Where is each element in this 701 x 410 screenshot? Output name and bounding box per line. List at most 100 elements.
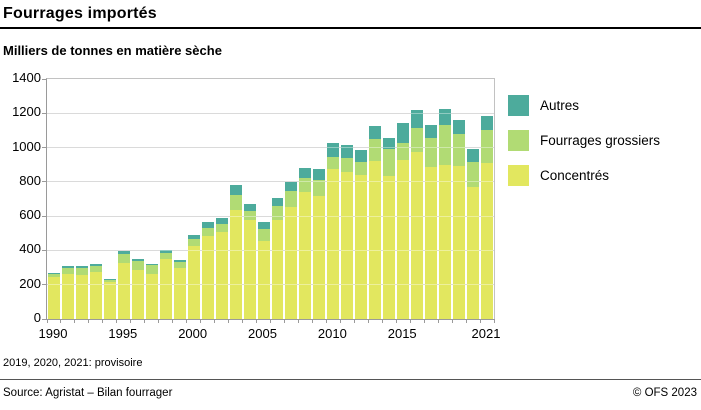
bar-segment-fourrages-grossiers (243, 211, 256, 221)
bar-segment-autres (75, 265, 88, 268)
bar-segment-fourrages-grossiers (89, 265, 102, 273)
x-tick (88, 319, 90, 323)
bar-segment-autres (173, 260, 186, 263)
bar-segment-autres (271, 197, 284, 206)
bar-segment-fourrages-grossiers (229, 195, 242, 211)
y-tick (42, 318, 46, 320)
y-tick-label: 400 (19, 241, 41, 257)
bar-segment-fourrages-grossiers (271, 205, 284, 220)
bar-segment-concentres (201, 235, 214, 319)
bar-segment-concentres (453, 165, 466, 319)
bar-segment-fourrages-grossiers (61, 267, 74, 274)
bar-segment-fourrages-grossiers (285, 190, 298, 207)
y-tick (42, 147, 46, 149)
x-tick (242, 319, 244, 323)
bar-segment-autres (425, 124, 438, 139)
bar-1997 (145, 79, 158, 319)
bar-segment-fourrages-grossiers (481, 130, 493, 164)
gridline-overlay (47, 181, 494, 183)
y-tick (42, 112, 46, 114)
bar-segment-autres (341, 144, 354, 159)
bar-segment-autres (397, 123, 410, 143)
x-tick-label-2010: 2010 (317, 326, 347, 341)
x-tick (74, 319, 76, 323)
bar-segment-autres (131, 259, 144, 261)
bar-segment-concentres (117, 262, 130, 319)
bar-segment-autres (355, 150, 368, 162)
bar-2000 (187, 79, 200, 319)
x-tick (214, 319, 216, 323)
x-tick (283, 319, 285, 323)
bar-segment-autres (159, 250, 172, 253)
y-tick-label: 600 (19, 207, 41, 223)
bar-segment-autres (327, 143, 340, 157)
bar-segment-concentres (243, 220, 256, 319)
bar-segment-concentres (61, 273, 74, 319)
bar-segment-fourrages-grossiers (145, 265, 158, 274)
bar-2001 (201, 79, 214, 319)
y-tick-label: 1000 (12, 138, 41, 154)
x-tick (311, 319, 313, 323)
gridline (47, 181, 494, 183)
bar-2009 (313, 79, 326, 319)
bar-segment-autres (201, 221, 214, 228)
bar-segment-concentres (327, 168, 340, 319)
bar-1990 (48, 79, 60, 319)
bar-1994 (103, 79, 116, 319)
bar-segment-fourrages-grossiers (439, 124, 452, 166)
x-tick (297, 319, 299, 323)
bar-1992 (75, 79, 88, 319)
y-tick (42, 249, 46, 251)
bar-segment-concentres (159, 258, 172, 319)
bar-2016 (411, 79, 424, 319)
bar-segment-concentres (285, 206, 298, 319)
x-tick (409, 319, 411, 323)
bar-segment-fourrages-grossiers (341, 158, 354, 172)
bar-2014 (383, 79, 396, 319)
x-tick (144, 319, 146, 323)
bar-segment-concentres (481, 163, 493, 319)
bar-2003 (229, 79, 242, 319)
bar-segment-concentres (439, 165, 452, 319)
x-tick-label-1990: 1990 (38, 326, 68, 341)
x-tick-label-1995: 1995 (108, 326, 138, 341)
bar-segment-autres (48, 272, 60, 274)
x-tick (451, 319, 453, 323)
bar-segment-fourrages-grossiers (48, 273, 60, 277)
bar-2018 (439, 79, 452, 319)
x-tick (381, 319, 383, 323)
x-tick (186, 319, 188, 323)
bar-segment-fourrages-grossiers (411, 128, 424, 152)
bar-segment-autres (439, 109, 452, 125)
bar-1999 (173, 79, 186, 319)
y-tick (42, 78, 46, 80)
gridline-overlay (47, 215, 494, 217)
bar-segment-autres (89, 264, 102, 266)
x-tick-label-2015: 2015 (387, 326, 417, 341)
bar-segment-autres (257, 221, 270, 229)
bar-segment-fourrages-grossiers (201, 227, 214, 236)
bar-segment-fourrages-grossiers (383, 149, 396, 177)
bar-segment-autres (103, 279, 116, 280)
bar-segment-autres (481, 115, 493, 131)
bar-1996 (131, 79, 144, 319)
bar-segment-fourrages-grossiers (453, 134, 466, 166)
legend-item: Concentrés (508, 165, 609, 186)
bar-segment-fourrages-grossiers (327, 156, 340, 169)
bar-segment-fourrages-grossiers (313, 180, 326, 196)
gridline-overlay (47, 112, 494, 114)
x-tick (367, 319, 369, 323)
y-tick-label: 0 (33, 310, 41, 325)
bar-segment-concentres (369, 161, 382, 319)
bar-segment-concentres (383, 176, 396, 319)
bar-segment-autres (467, 148, 480, 162)
x-tick (423, 319, 425, 323)
x-tick (256, 319, 258, 323)
gridline (47, 249, 494, 251)
bar-1993 (89, 79, 102, 319)
y-tick-label: 1400 (12, 70, 41, 85)
bar-segment-fourrages-grossiers (355, 161, 368, 175)
gridline (47, 112, 494, 114)
bar-2007 (285, 79, 298, 319)
gridline (47, 215, 494, 217)
